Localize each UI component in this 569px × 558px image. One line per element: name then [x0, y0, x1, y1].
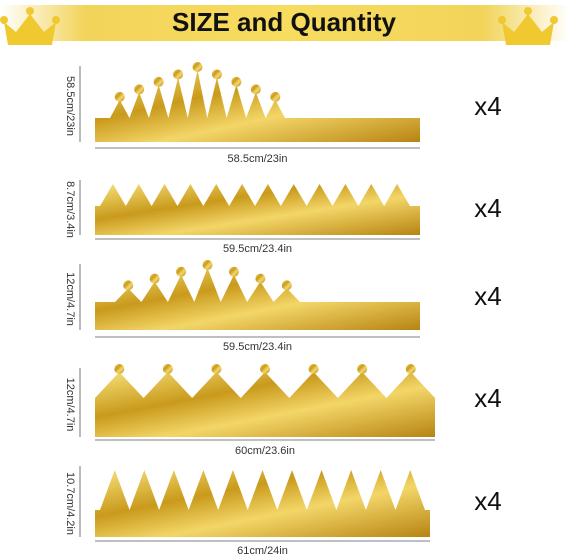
width-label: 59.5cm/23.4in	[223, 243, 292, 255]
crown-jewel	[153, 76, 164, 87]
corner-crown-right	[498, 7, 558, 45]
crown-jewel	[123, 280, 134, 291]
crown-jewel	[211, 69, 222, 80]
crown-jewel	[357, 364, 368, 374]
crown-jewel	[281, 280, 292, 291]
crown	[95, 184, 420, 235]
height-label: 58.5cm/23in	[64, 76, 76, 136]
width-label: 59.5cm/23.4in	[223, 341, 292, 353]
crown	[95, 470, 430, 537]
crown-jewel	[173, 69, 184, 80]
quantity: x4	[474, 281, 501, 311]
crown-jewel	[211, 364, 222, 374]
crown-row: 59.5cm/23.4in 8.7cm/3.4in x4	[64, 180, 502, 255]
crown-jewel	[270, 91, 281, 102]
crown-jewel	[308, 364, 319, 374]
crown-row: 60cm/23.6in 12cm/4.7in x4	[64, 364, 502, 457]
width-label: 61cm/24in	[237, 545, 288, 557]
crown	[95, 268, 420, 330]
crown-jewel	[202, 260, 213, 270]
quantity: x4	[474, 486, 501, 516]
crown-jewel	[114, 364, 125, 374]
crown-jewel	[405, 364, 416, 374]
quantity: x4	[474, 383, 501, 413]
crown-jewel	[162, 364, 173, 374]
crown	[95, 372, 435, 437]
crown-jewel	[231, 76, 242, 87]
width-label: 58.5cm/23in	[228, 153, 288, 165]
crown-jewel	[260, 364, 270, 374]
crown-jewel	[255, 273, 266, 284]
height-label: 12cm/4.7in	[64, 378, 76, 432]
crown-jewel	[192, 62, 203, 72]
crown-jewel	[149, 273, 160, 284]
crown-row: 61cm/24in 10.7cm/4.2in x4	[64, 466, 502, 557]
corner-crown-left	[0, 7, 60, 45]
height-label: 10.7cm/4.2in	[64, 472, 76, 535]
title-banner	[0, 5, 569, 41]
crown-jewel	[250, 84, 261, 95]
crown	[95, 70, 420, 142]
width-label: 60cm/23.6in	[235, 445, 295, 457]
crown-row: 58.5cm/23in 58.5cm/23in x4	[64, 62, 502, 165]
quantity: x4	[474, 193, 501, 223]
crown-jewel	[228, 266, 239, 277]
quantity: x4	[474, 91, 501, 121]
height-label: 8.7cm/3.4in	[64, 181, 76, 238]
title: SIZE and Quantity	[172, 7, 396, 37]
height-label: 12cm/4.7in	[64, 272, 76, 326]
crown-jewel	[114, 91, 125, 102]
crown-jewel	[176, 266, 187, 277]
crown-jewel	[134, 84, 145, 95]
crown-row: 59.5cm/23.4in 12cm/4.7in x4	[64, 260, 502, 353]
